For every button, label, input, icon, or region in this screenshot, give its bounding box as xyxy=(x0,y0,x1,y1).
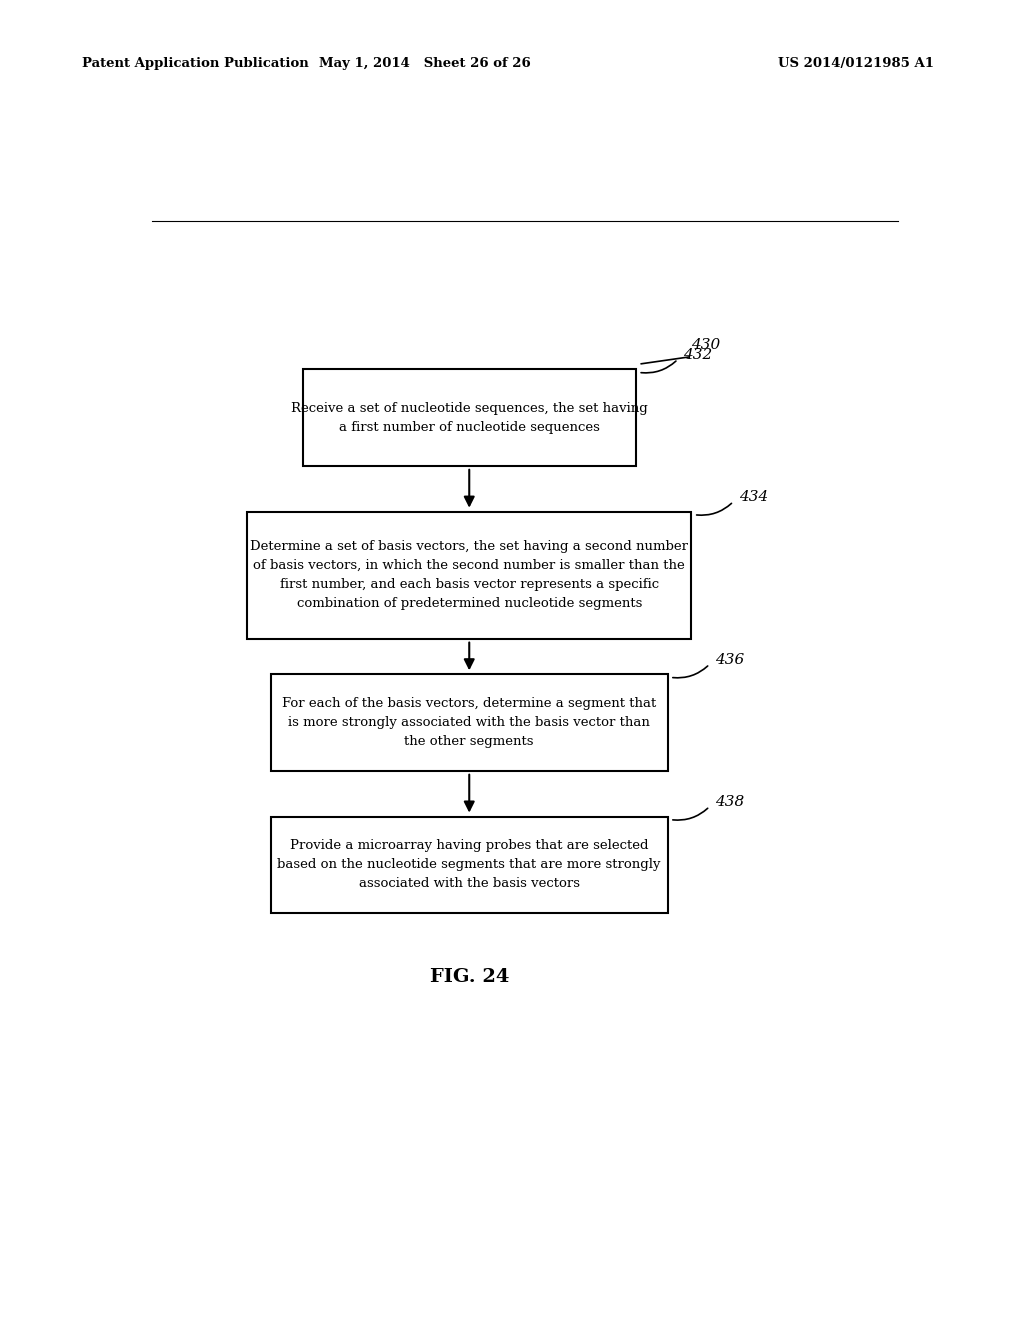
Text: Determine a set of basis vectors, the set having a second number
of basis vector: Determine a set of basis vectors, the se… xyxy=(250,540,688,610)
Text: 432: 432 xyxy=(684,348,713,362)
FancyBboxPatch shape xyxy=(270,817,668,913)
Text: May 1, 2014   Sheet 26 of 26: May 1, 2014 Sheet 26 of 26 xyxy=(319,57,530,70)
FancyBboxPatch shape xyxy=(270,675,668,771)
Text: Provide a microarray having probes that are selected
based on the nucleotide seg: Provide a microarray having probes that … xyxy=(278,840,662,890)
Text: 438: 438 xyxy=(715,796,744,809)
Text: For each of the basis vectors, determine a segment that
is more strongly associa: For each of the basis vectors, determine… xyxy=(283,697,656,748)
Text: Patent Application Publication: Patent Application Publication xyxy=(82,57,308,70)
Text: 436: 436 xyxy=(715,653,744,667)
Text: 434: 434 xyxy=(739,491,768,504)
Text: FIG. 24: FIG. 24 xyxy=(429,968,509,986)
Text: US 2014/0121985 A1: US 2014/0121985 A1 xyxy=(778,57,934,70)
Text: Receive a set of nucleotide sequences, the set having
a first number of nucleoti: Receive a set of nucleotide sequences, t… xyxy=(291,401,647,433)
FancyBboxPatch shape xyxy=(247,512,691,639)
FancyBboxPatch shape xyxy=(303,370,636,466)
Text: 430: 430 xyxy=(691,338,721,351)
